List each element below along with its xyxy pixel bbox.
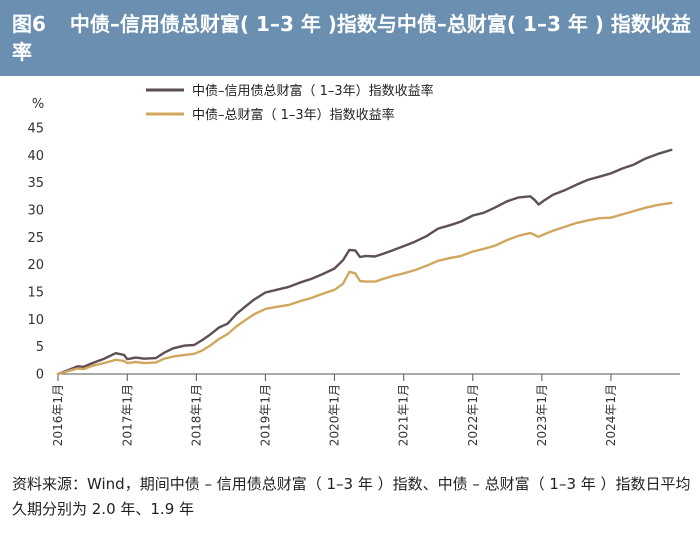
legend-label: 中债–信用债总财富（ 1–3年）指数收益率 [192,83,434,99]
x-tick-label: 2023年1月 [535,384,549,446]
x-tick-label: 2017年1月 [120,384,134,446]
series-line-1 [56,148,673,376]
title-text: 中债–信用债总财富( 1–3 年 )指数与中债–总财富( 1–3 年 ) 指数收… [12,12,691,64]
y-tick-label: 35 [27,176,44,191]
series-line-2 [56,201,673,376]
title-bar: 图6 中债–信用债总财富( 1–3 年 )指数与中债–总财富( 1–3 年 ) 指… [0,0,700,76]
x-tick-label: 2022年1月 [466,384,480,446]
y-tick-label: 40 [27,149,44,164]
source-note: 资料来源：Wind，期间中债 – 信用债总财富（ 1–3 年 ）指数、中债 – … [12,475,691,518]
legend-label: 中债–总财富（ 1–3年）指数收益率 [192,107,395,123]
x-tick-label: 2021年1月 [397,384,411,446]
axes: 0 5 10 15 20 25 30 35 40 45 2016年1月 2017年1月 2018年1月 2… [27,122,680,446]
x-tick-label: 2016年1月 [51,384,65,446]
y-tick-label: 30 [27,204,44,219]
y-tick-label: 0 [36,368,44,383]
y-tick-label: 45 [27,122,44,137]
x-tick-label: 2018年1月 [189,384,203,446]
y-tick-label: 5 [36,340,44,355]
x-tick-label: 2024年1月 [604,384,618,446]
y-tick-label: 25 [27,231,44,246]
y-unit-label: % [32,97,44,112]
y-tick-label: 20 [27,258,44,273]
x-tick-label: 2019年1月 [258,384,272,446]
figure-label: 图6 [12,12,46,36]
y-tick-label: 10 [27,313,44,328]
y-tick-label: 15 [27,286,44,301]
series-group [56,148,673,376]
chart-title: 图6 中债–信用债总财富( 1–3 年 )指数与中债–总财富( 1–3 年 ) 指… [12,10,692,66]
x-tick-label: 2020年1月 [327,384,341,446]
